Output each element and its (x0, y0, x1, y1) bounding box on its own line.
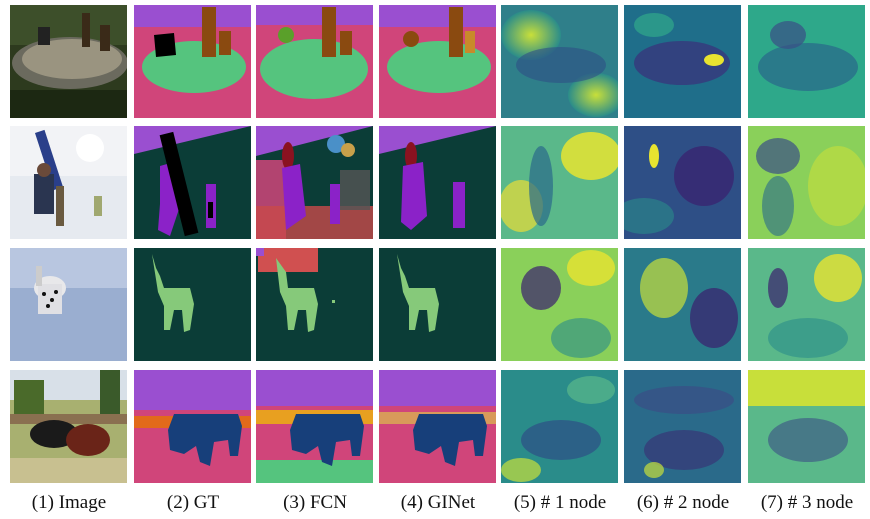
caption-node-1: (5) # 1 node (513, 492, 607, 513)
caption-image: (1) Image (31, 492, 107, 513)
caption-ginet: (4) GINet (400, 492, 476, 513)
row2-fcn (256, 126, 373, 239)
row4-fcn (256, 370, 373, 483)
caption-node-3: (7) # 3 node (760, 492, 854, 513)
row3-node2-heatmap (624, 248, 741, 361)
row2-ginet (379, 126, 496, 239)
row2-node3-heatmap (748, 126, 865, 239)
caption-node-2: (6) # 2 node (636, 492, 730, 513)
row2-image (10, 126, 127, 239)
row4-node3-heatmap (748, 370, 865, 483)
row3-fcn (256, 248, 373, 361)
row3-node3-heatmap (748, 248, 865, 361)
row1-gt (134, 5, 251, 118)
caption-gt: (2) GT (166, 492, 220, 513)
row4-gt (134, 370, 251, 483)
row3-image (10, 248, 127, 361)
row1-image (10, 5, 127, 118)
row2-gt (134, 126, 251, 239)
row4-node1-heatmap (501, 370, 618, 483)
row2-node2-heatmap (624, 126, 741, 239)
row4-ginet (379, 370, 496, 483)
row3-ginet (379, 248, 496, 361)
row1-node3-heatmap (748, 5, 865, 118)
caption-fcn: (3) FCN (283, 492, 347, 513)
row2-node1-heatmap (501, 126, 618, 239)
row1-ginet (379, 5, 496, 118)
row3-gt (134, 248, 251, 361)
row1-fcn (256, 5, 373, 118)
row1-node1-heatmap (501, 5, 618, 118)
row4-image (10, 370, 127, 483)
row4-node2-heatmap (624, 370, 741, 483)
row1-node2-heatmap (624, 5, 741, 118)
row3-node1-heatmap (501, 248, 618, 361)
